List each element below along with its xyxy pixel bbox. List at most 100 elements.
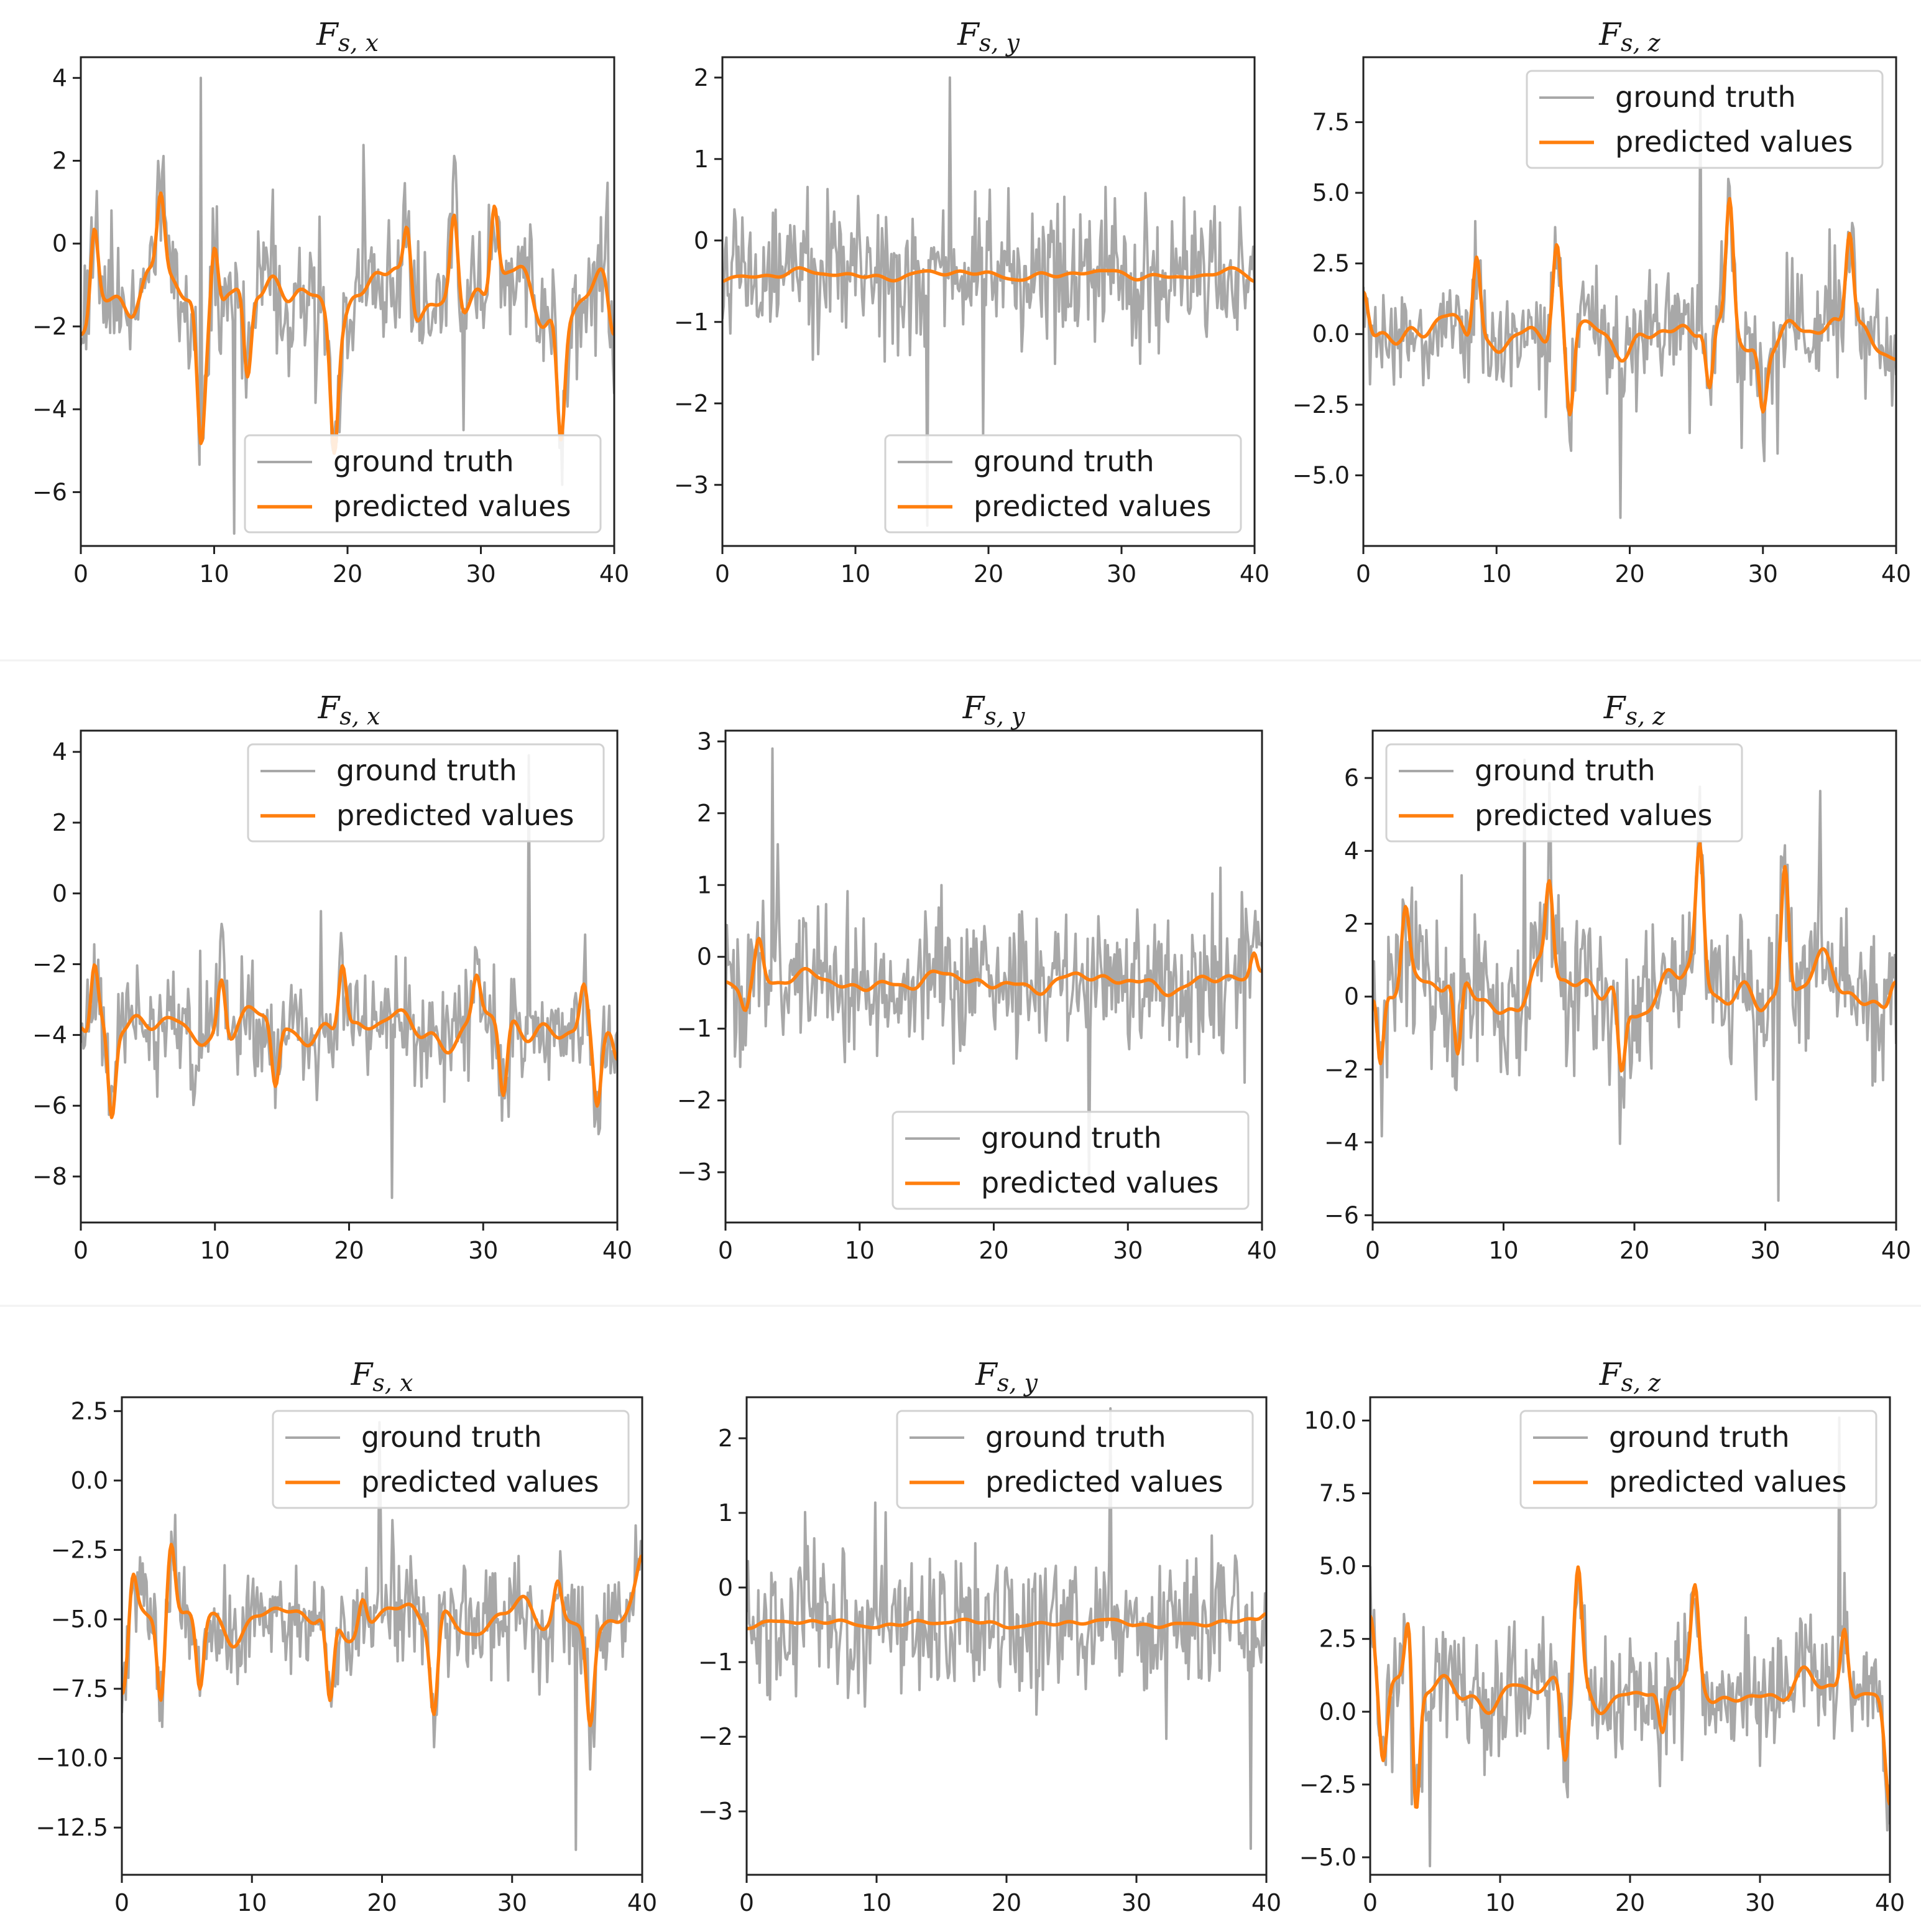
x-tick-label: 40	[602, 1237, 632, 1264]
y-tick-label: 2	[694, 64, 709, 91]
legend-label-ground-truth: ground truth	[974, 445, 1154, 478]
subplot-title-base: F	[1598, 16, 1622, 52]
legend-label-ground-truth: ground truth	[1609, 1420, 1790, 1454]
x-tick-label: 10	[1485, 1889, 1515, 1916]
subplot-title-base: F	[351, 1356, 374, 1392]
legend-label-ground-truth: ground truth	[985, 1420, 1166, 1454]
x-tick-label: 40	[1251, 1889, 1281, 1916]
x-tick-label: 20	[974, 560, 1003, 588]
subplot-title: Fs, y	[957, 16, 1020, 57]
x-tick-label: 10	[862, 1889, 891, 1916]
series-line-ground-truth	[81, 754, 617, 1199]
y-tick-label: −8	[32, 1163, 67, 1190]
series-line-predicted-values	[81, 191, 614, 455]
y-tick-label: 1	[697, 871, 712, 899]
subplot-title-subscript: s, y	[979, 29, 1020, 57]
x-tick-label: 40	[1881, 1237, 1911, 1264]
y-tick-label: −3	[677, 1158, 712, 1186]
x-tick-label: 0	[73, 1237, 88, 1264]
y-tick-label: 5.0	[1312, 179, 1350, 206]
series-line-ground-truth	[747, 1407, 1266, 1850]
y-tick-label: 0.0	[1319, 1698, 1357, 1726]
subplot-title-subscript: s, y	[997, 1369, 1038, 1397]
x-tick-label: 20	[1615, 1889, 1645, 1916]
subplot-title: Fs, x	[316, 16, 379, 57]
legend: ground truth predicted values	[1526, 70, 1884, 169]
y-tick-label: 4	[52, 64, 67, 91]
y-tick-label: 4	[1344, 837, 1359, 864]
y-tick-label: −1	[674, 308, 709, 336]
y-tick-label: 0	[52, 880, 67, 907]
subplot-title-subscript: s, y	[984, 703, 1025, 730]
subplot-title-base: F	[962, 690, 986, 726]
legend-label-predicted-values: predicted values	[361, 1465, 599, 1499]
series-line-predicted-values	[122, 1543, 642, 1727]
series-line-ground-truth	[1370, 1416, 1890, 1867]
legend: ground truth predicted values	[1385, 743, 1743, 843]
y-tick-label: −2.5	[1299, 1771, 1357, 1798]
subplot-title-subscript: s, z	[1621, 1369, 1662, 1397]
series-line-ground-truth	[722, 76, 1255, 527]
y-tick-label: 4	[52, 738, 67, 765]
legend-label-predicted-values: predicted values	[981, 1166, 1218, 1199]
x-tick-label: 10	[1481, 560, 1511, 588]
x-tick-label: 30	[1745, 1889, 1775, 1916]
legend-label-predicted-values: predicted values	[1609, 1465, 1846, 1499]
x-tick-label: 0	[1365, 1237, 1380, 1264]
legend-label-predicted-values: predicted values	[333, 489, 571, 523]
subplot-title-base: F	[1603, 690, 1627, 726]
legend: ground truth predicted values	[1519, 1410, 1877, 1509]
y-tick-label: −2	[32, 313, 67, 340]
y-tick-label: −10.0	[36, 1744, 108, 1772]
legend-label-predicted-values: predicted values	[1475, 798, 1712, 832]
y-tick-label: −5.0	[51, 1606, 108, 1633]
x-tick-label: 10	[1488, 1237, 1518, 1264]
x-tick-label: 40	[599, 560, 629, 588]
legend-box	[884, 434, 1242, 534]
subplot-title-subscript: s, z	[1621, 29, 1661, 57]
y-tick-label: −3	[674, 471, 709, 499]
subplot-title-base: F	[316, 16, 339, 52]
x-tick-label: 10	[841, 560, 870, 588]
y-tick-label: 2	[1344, 910, 1359, 938]
y-tick-label: 10.0	[1304, 1407, 1357, 1434]
series-line-predicted-values	[81, 963, 617, 1119]
y-tick-label: −2.5	[1292, 391, 1350, 418]
y-tick-label: 1	[718, 1499, 733, 1527]
legend-label-predicted-values: predicted values	[336, 798, 574, 832]
x-tick-label: 20	[992, 1889, 1021, 1916]
legend: ground truth predicted values	[272, 1410, 630, 1509]
subplot-title: Fs, z	[1598, 16, 1661, 57]
legend-box	[1519, 1410, 1877, 1509]
y-tick-label: −2	[698, 1723, 733, 1750]
x-tick-label: 20	[334, 1237, 364, 1264]
x-tick-label: 40	[1881, 560, 1911, 588]
legend-box	[247, 743, 605, 843]
y-tick-label: −4	[32, 1021, 67, 1048]
series-line-ground-truth	[1363, 93, 1896, 519]
x-tick-label: 10	[237, 1889, 267, 1916]
y-tick-label: −6	[1324, 1201, 1359, 1229]
y-tick-label: 0	[697, 943, 712, 971]
series-line-ground-truth	[1373, 758, 1896, 1202]
x-tick-label: 10	[200, 1237, 230, 1264]
subplot: 0 10 20 30 40 2.5 0.0 −2.5 −5.0 −7.5 −10.0 −12.5 Fs,…	[36, 1356, 658, 1916]
y-tick-label: 0	[52, 230, 67, 257]
y-tick-label: −6	[32, 1092, 67, 1119]
subplot-title-subscript: s, x	[372, 1369, 413, 1397]
y-tick-label: 2	[52, 147, 67, 175]
legend-label-ground-truth: ground truth	[361, 1420, 542, 1454]
y-tick-label: −1	[698, 1648, 733, 1676]
y-tick-label: 0.0	[1312, 320, 1350, 348]
series-line-predicted-values	[722, 266, 1255, 284]
subplot-title: Fs, y	[975, 1356, 1038, 1397]
subplot-title-base: F	[318, 690, 341, 726]
subplot: 0 10 20 30 40 10.0 7.5 5.0 2.5 0.0 −2.5 −5.0 Fs, z gr…	[1299, 1356, 1905, 1916]
legend-label-ground-truth: ground truth	[336, 754, 517, 787]
y-tick-label: 5.0	[1319, 1553, 1357, 1580]
y-tick-label: 7.5	[1312, 108, 1350, 136]
legend: ground truth predicted values	[244, 434, 602, 534]
x-tick-label: 40	[1240, 560, 1269, 588]
legend: ground truth predicted values	[247, 743, 605, 843]
